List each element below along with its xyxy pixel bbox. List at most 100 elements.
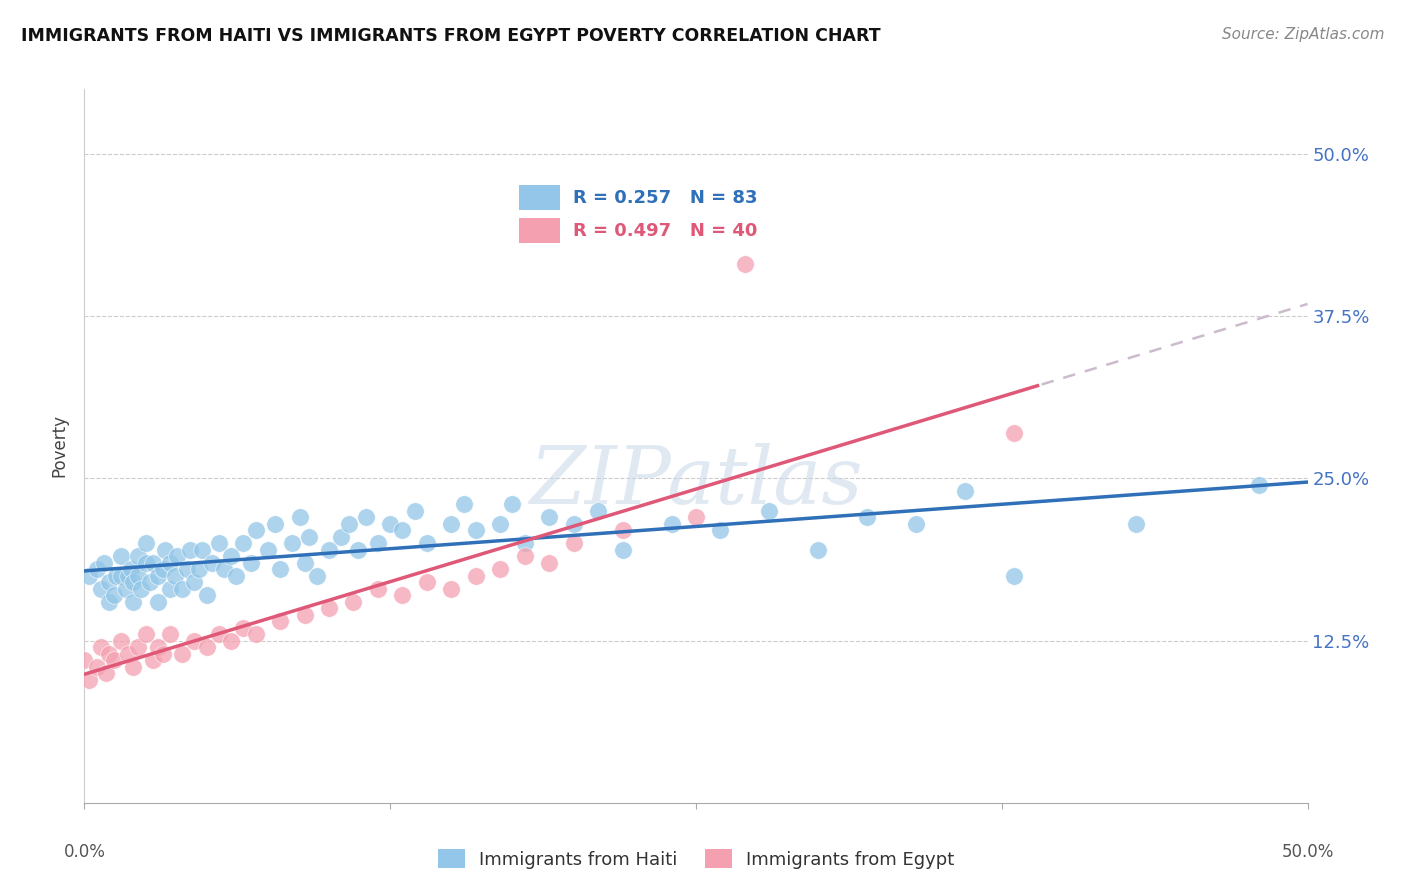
Point: [195, 588, 218, 602]
Point: [77, 673, 100, 687]
Text: 0.0%: 0.0%: [63, 843, 105, 861]
Text: 50.0%: 50.0%: [1281, 843, 1334, 861]
Point: [513, 536, 536, 550]
Point: [110, 633, 132, 648]
Point: [122, 659, 145, 673]
Point: [367, 582, 389, 596]
Point: [179, 542, 201, 557]
Point: [612, 524, 634, 538]
Text: Source: ZipAtlas.com: Source: ZipAtlas.com: [1222, 27, 1385, 42]
Point: [135, 536, 157, 550]
Point: [380, 516, 402, 531]
Point: [146, 640, 169, 654]
Point: [440, 516, 463, 531]
Point: [191, 542, 214, 557]
Point: [183, 575, 205, 590]
Point: [90, 640, 112, 654]
Point: [77, 568, 100, 582]
Point: [709, 524, 731, 538]
Point: [219, 549, 242, 564]
Point: [347, 542, 370, 557]
Point: [142, 653, 165, 667]
Point: [391, 524, 413, 538]
Point: [416, 575, 439, 590]
Point: [139, 575, 162, 590]
Point: [354, 510, 377, 524]
Point: [1002, 425, 1025, 440]
Point: [188, 562, 211, 576]
Point: [142, 556, 165, 570]
Point: [86, 562, 108, 576]
Point: [337, 516, 360, 531]
Point: [166, 549, 188, 564]
Point: [257, 542, 280, 557]
Point: [513, 549, 536, 564]
Point: [208, 536, 231, 550]
Point: [905, 516, 928, 531]
Point: [538, 556, 561, 570]
Point: [208, 627, 231, 641]
Point: [391, 588, 413, 602]
Point: [856, 510, 879, 524]
Y-axis label: Poverty: Poverty: [51, 415, 69, 477]
Point: [73, 653, 96, 667]
Point: [1247, 478, 1270, 492]
Text: IMMIGRANTS FROM HAITI VS IMMIGRANTS FROM EGYPT POVERTY CORRELATION CHART: IMMIGRANTS FROM HAITI VS IMMIGRANTS FROM…: [21, 27, 880, 45]
Point: [212, 562, 235, 576]
Point: [159, 582, 181, 596]
Point: [502, 497, 524, 511]
Point: [146, 595, 169, 609]
Point: [281, 536, 304, 550]
Point: [127, 568, 149, 582]
Point: [453, 497, 475, 511]
Point: [758, 504, 780, 518]
Point: [103, 588, 125, 602]
Point: [176, 562, 198, 576]
Point: [97, 575, 120, 590]
Point: [135, 627, 157, 641]
Point: [464, 524, 486, 538]
Point: [159, 556, 181, 570]
Point: [159, 627, 181, 641]
Point: [330, 530, 353, 544]
Point: [245, 627, 267, 641]
Point: [586, 504, 609, 518]
Point: [225, 568, 247, 582]
Point: [96, 666, 118, 681]
Point: [416, 536, 439, 550]
Point: [195, 640, 218, 654]
Point: [97, 595, 120, 609]
Point: [239, 556, 262, 570]
Point: [404, 504, 426, 518]
Point: [562, 536, 585, 550]
Point: [264, 516, 287, 531]
Point: [115, 582, 138, 596]
Point: [110, 549, 132, 564]
Point: [612, 542, 634, 557]
Point: [661, 516, 683, 531]
Point: [464, 568, 486, 582]
Point: [135, 556, 157, 570]
Point: [342, 595, 364, 609]
Point: [489, 516, 512, 531]
Point: [172, 582, 194, 596]
Point: [367, 536, 389, 550]
Point: [152, 562, 174, 576]
Point: [245, 524, 267, 538]
Point: [232, 536, 254, 550]
Point: [562, 516, 585, 531]
Point: [152, 647, 174, 661]
Point: [86, 659, 108, 673]
Legend: Immigrants from Haiti, Immigrants from Egypt: Immigrants from Haiti, Immigrants from E…: [430, 842, 962, 876]
Point: [120, 562, 142, 576]
Point: [122, 575, 145, 590]
Point: [305, 568, 328, 582]
Point: [105, 568, 128, 582]
Point: [685, 510, 707, 524]
Point: [97, 647, 120, 661]
Point: [219, 633, 242, 648]
Point: [232, 621, 254, 635]
Point: [298, 530, 321, 544]
Point: [93, 556, 115, 570]
Point: [117, 568, 139, 582]
